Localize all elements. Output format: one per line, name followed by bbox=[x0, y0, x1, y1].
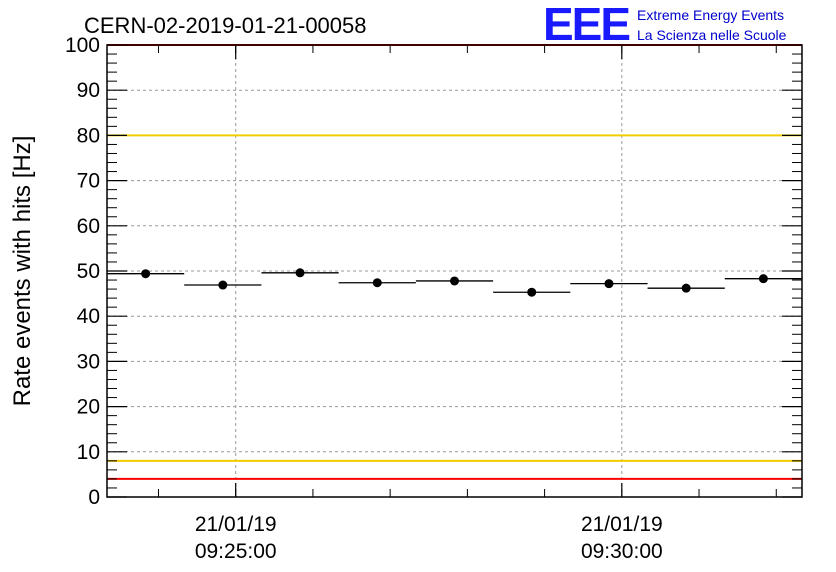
run-title: CERN-02-2019-01-21-00058 bbox=[84, 13, 367, 38]
data-point bbox=[758, 274, 768, 284]
tick-labels: 0 10 20 30 40 50 60 70 80 90 100 21/01/19 09:25:00 21… bbox=[65, 34, 663, 563]
axis-ticks bbox=[107, 44, 802, 498]
data-point bbox=[681, 283, 691, 293]
data-points bbox=[107, 268, 802, 297]
y-tick-label: 60 bbox=[77, 215, 100, 238]
x-tick-date-label: 21/01/19 bbox=[195, 513, 277, 536]
y-tick-label: 20 bbox=[77, 396, 100, 419]
logo-line1: Extreme Energy Events bbox=[637, 7, 784, 23]
data-point bbox=[372, 278, 382, 288]
y-tick-label: 10 bbox=[77, 441, 100, 464]
y-tick-label: 70 bbox=[77, 170, 100, 193]
eee-logo: EEE Extreme Energy Events La Scienza nel… bbox=[543, 0, 787, 50]
y-tick-label: 40 bbox=[77, 305, 100, 328]
y-tick-label: 100 bbox=[65, 34, 100, 57]
y-axis-label: Rate events with hits [Hz] bbox=[9, 136, 36, 407]
y-tick-label: 0 bbox=[88, 486, 100, 509]
data-point bbox=[141, 269, 151, 279]
data-point bbox=[218, 280, 228, 290]
y-tick-label: 90 bbox=[77, 79, 100, 102]
grid-layer bbox=[107, 45, 802, 497]
data-point bbox=[295, 268, 305, 278]
logo-line2: La Scienza nelle Scuole bbox=[637, 27, 787, 43]
y-tick-label: 50 bbox=[77, 260, 100, 283]
data-point bbox=[450, 276, 459, 286]
x-tick-time-label: 09:30:00 bbox=[581, 540, 663, 563]
data-point bbox=[527, 287, 537, 297]
y-tick-label: 80 bbox=[77, 124, 100, 147]
x-tick-date-label: 21/01/19 bbox=[581, 513, 663, 536]
logo-mark: EEE bbox=[543, 0, 629, 50]
y-tick-label: 30 bbox=[77, 350, 100, 373]
reference-lines bbox=[107, 44, 802, 480]
data-point bbox=[604, 279, 614, 289]
x-tick-time-label: 09:25:00 bbox=[195, 540, 277, 563]
